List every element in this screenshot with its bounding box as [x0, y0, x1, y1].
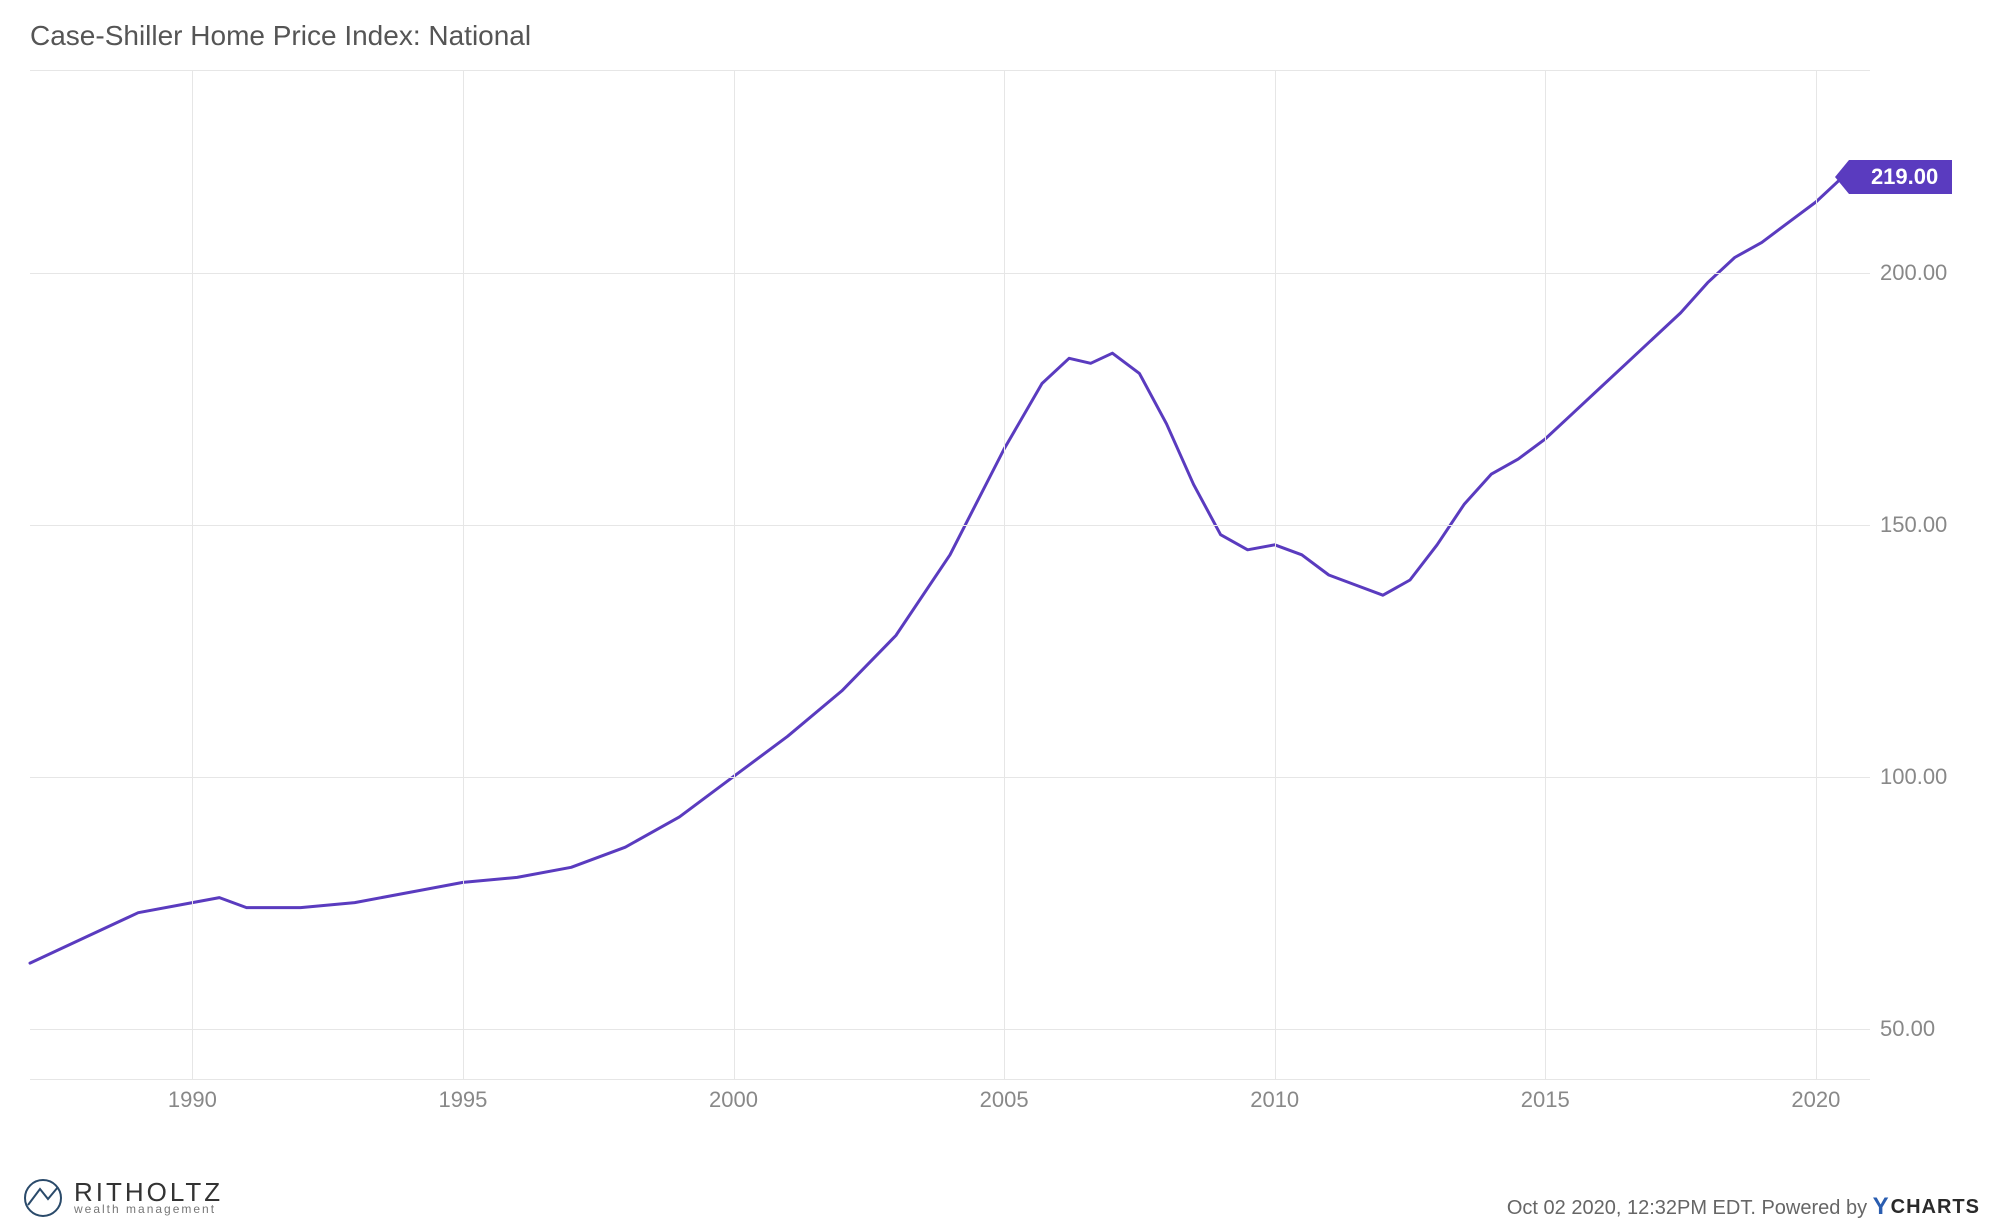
grid-horizontal [30, 1029, 1870, 1030]
grid-vertical [1545, 71, 1546, 1079]
grid-vertical [1004, 71, 1005, 1079]
grid-horizontal [30, 525, 1870, 526]
x-tick-label: 1990 [168, 1087, 217, 1113]
ycharts-logo: YCHARTS [1873, 1193, 1980, 1221]
grid-vertical [192, 71, 193, 1079]
y-tick-label: 50.00 [1880, 1016, 1970, 1042]
x-tick-label: 2020 [1791, 1087, 1840, 1113]
chart-container: Case-Shiller Home Price Index: National … [0, 0, 2000, 1231]
x-tick-label: 2010 [1250, 1087, 1299, 1113]
y-tick-label: 200.00 [1880, 260, 1970, 286]
x-tick-label: 2015 [1521, 1087, 1570, 1113]
plot-area: 219.00 50.00100.00150.00200.001990199520… [30, 70, 1870, 1080]
footer-timestamp: Oct 02 2020, 12:32PM EDT. [1507, 1197, 1756, 1219]
x-tick-label: 1995 [438, 1087, 487, 1113]
y-tick-label: 100.00 [1880, 764, 1970, 790]
ritholtz-icon [20, 1175, 66, 1221]
x-tick-label: 2000 [709, 1087, 758, 1113]
ycharts-y-icon: Y [1873, 1193, 1890, 1221]
grid-vertical [1816, 71, 1817, 1079]
brand-left-sub: wealth management [74, 1204, 223, 1215]
chart-title: Case-Shiller Home Price Index: National [30, 20, 531, 52]
x-tick-label: 2005 [980, 1087, 1029, 1113]
footer: RITHOLTZ wealth management Oct 02 2020, … [20, 1175, 1980, 1221]
brand-left: RITHOLTZ wealth management [20, 1175, 223, 1221]
brand-left-text: RITHOLTZ wealth management [74, 1181, 223, 1215]
grid-horizontal [30, 777, 1870, 778]
y-tick-label: 150.00 [1880, 512, 1970, 538]
grid-vertical [463, 71, 464, 1079]
footer-right: Oct 02 2020, 12:32PM EDT. Powered by YCH… [1507, 1193, 1980, 1221]
ycharts-text: CHARTS [1891, 1196, 1980, 1219]
grid-vertical [734, 71, 735, 1079]
grid-horizontal [30, 273, 1870, 274]
last-value-label: 219.00 [1871, 164, 1938, 189]
grid-vertical [1275, 71, 1276, 1079]
brand-left-main: RITHOLTZ [74, 1181, 223, 1204]
line-series [30, 71, 1870, 1079]
powered-by-prefix: Powered by [1761, 1197, 1872, 1219]
last-value-callout: 219.00 [1849, 160, 1952, 194]
